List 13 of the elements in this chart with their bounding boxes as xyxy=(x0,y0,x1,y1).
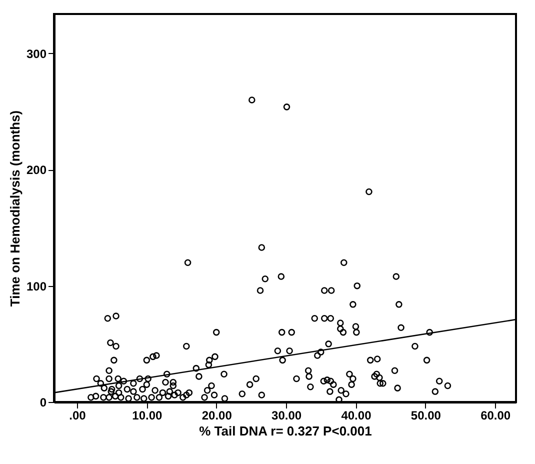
y-axis-title: Time on Hemodialysis (months) xyxy=(7,110,22,307)
y-tick-label: 300 xyxy=(26,46,47,61)
x-tick-label: 10.00 xyxy=(132,408,163,422)
y-tick-label: 200 xyxy=(26,163,47,178)
x-tick-label: 20.00 xyxy=(202,408,232,422)
x-tick-label: 60.00 xyxy=(480,408,511,422)
y-tick-label: 100 xyxy=(26,279,47,294)
x-tick-label: 50.00 xyxy=(410,408,442,422)
y-tick-label: 0 xyxy=(40,396,47,410)
x-axis-title: % Tail DNA r= 0.327 P<0.001 xyxy=(199,424,372,438)
x-tick-label: 40.00 xyxy=(341,408,372,422)
x-tick-label: 30.00 xyxy=(272,408,302,422)
x-tick-label: .00 xyxy=(69,408,86,422)
